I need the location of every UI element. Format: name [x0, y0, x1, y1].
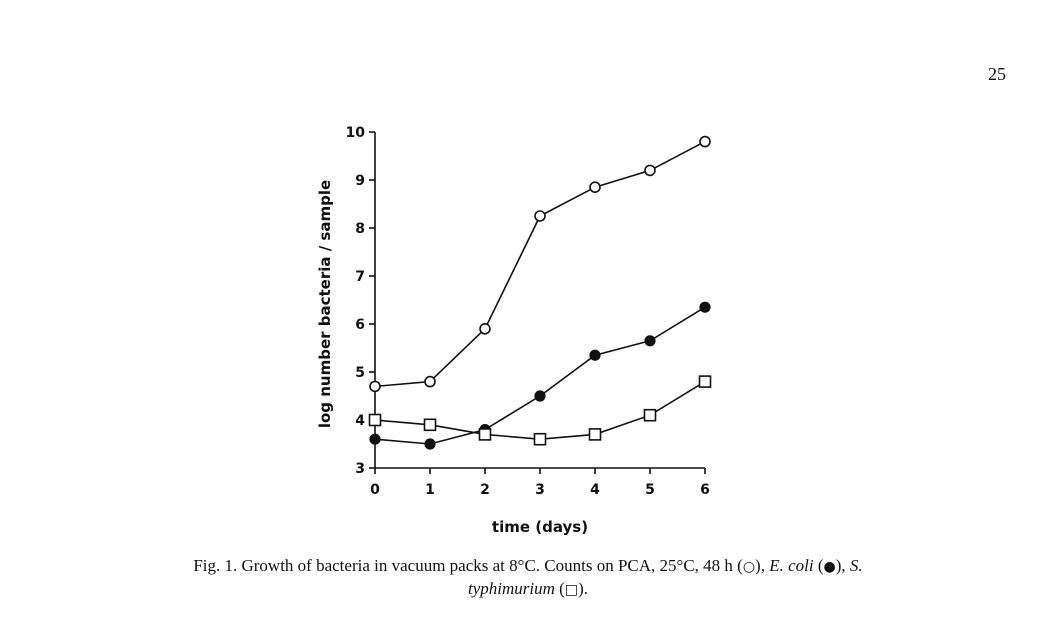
- caption-salmonella-species: typhimurium: [468, 579, 555, 598]
- open-circle-point: [534, 210, 546, 222]
- y-tick-label: 6: [355, 317, 365, 333]
- x-tick-label: 0: [370, 482, 380, 498]
- x-tick-label: 2: [480, 482, 490, 498]
- filled-circle-point: [699, 301, 711, 313]
- caption-text-3: (: [813, 556, 824, 575]
- series-line-open-circle: [374, 140, 706, 388]
- figure-caption: Fig. 1. Growth of bacteria in vacuum pac…: [38, 555, 1018, 601]
- y-axis-label: log number bacteria / sample: [316, 180, 334, 428]
- open-circle-point: [589, 181, 601, 193]
- filled-circle-point: [644, 335, 656, 347]
- y-tick-label: 7: [355, 269, 365, 285]
- open-square-point: [533, 432, 547, 446]
- open-square-point: [478, 428, 492, 441]
- caption-text-2: ),: [755, 556, 770, 575]
- caption-salmonella-genus: S.: [849, 556, 863, 575]
- open-circle-point: [644, 164, 656, 177]
- growth-line-chart: 3 4 5 6 7 8 9 10 0 1 2 3 4 5 6 log number bacteria / …: [316, 125, 712, 536]
- filled-circle-point: [589, 349, 601, 361]
- open-circle-point: [479, 323, 491, 335]
- y-tick-label: 4: [355, 413, 365, 429]
- caption-text-5: (: [554, 579, 565, 598]
- open-circle-point: [699, 135, 711, 148]
- y-tick-label: 8: [355, 221, 365, 237]
- y-tick-label: 9: [355, 173, 365, 189]
- open-square-point: [588, 428, 602, 441]
- x-tick-label: 4: [590, 482, 600, 498]
- y-tick-label: 10: [346, 125, 366, 141]
- caption-text-1: Fig. 1. Growth of bacteria in vacuum pac…: [193, 556, 743, 575]
- x-tick-label: 6: [700, 482, 710, 498]
- caption-text-4: ),: [835, 556, 850, 575]
- filled-circle-symbol: ●: [823, 559, 836, 575]
- filled-circle-point: [534, 390, 546, 402]
- y-axis: 3 4 5 6 7 8 9 10: [346, 125, 376, 477]
- x-axis-label: time (days): [492, 518, 588, 536]
- series-lines: [368, 135, 712, 450]
- open-circle-point: [369, 380, 381, 393]
- open-square-point: [368, 413, 382, 427]
- y-tick-label: 5: [355, 365, 365, 381]
- open-square-point: [423, 418, 437, 432]
- open-square-symbol: □: [564, 582, 579, 598]
- caption-text-6: ).: [578, 579, 588, 598]
- open-square-point: [698, 375, 712, 388]
- open-square-point: [643, 408, 657, 422]
- y-tick-label: 3: [355, 461, 365, 477]
- open-circle-point: [424, 375, 436, 388]
- x-axis: 0 1 2 3 4 5 6: [370, 467, 710, 498]
- x-tick-label: 3: [535, 482, 545, 498]
- open-circle-symbol: ○: [742, 559, 756, 575]
- page-number: 25: [988, 64, 1006, 84]
- filled-circle-point: [424, 438, 436, 450]
- caption-ecoli: E. coli: [769, 556, 814, 575]
- x-tick-label: 5: [645, 482, 655, 498]
- x-tick-label: 1: [425, 482, 435, 498]
- filled-circle-point: [369, 433, 381, 445]
